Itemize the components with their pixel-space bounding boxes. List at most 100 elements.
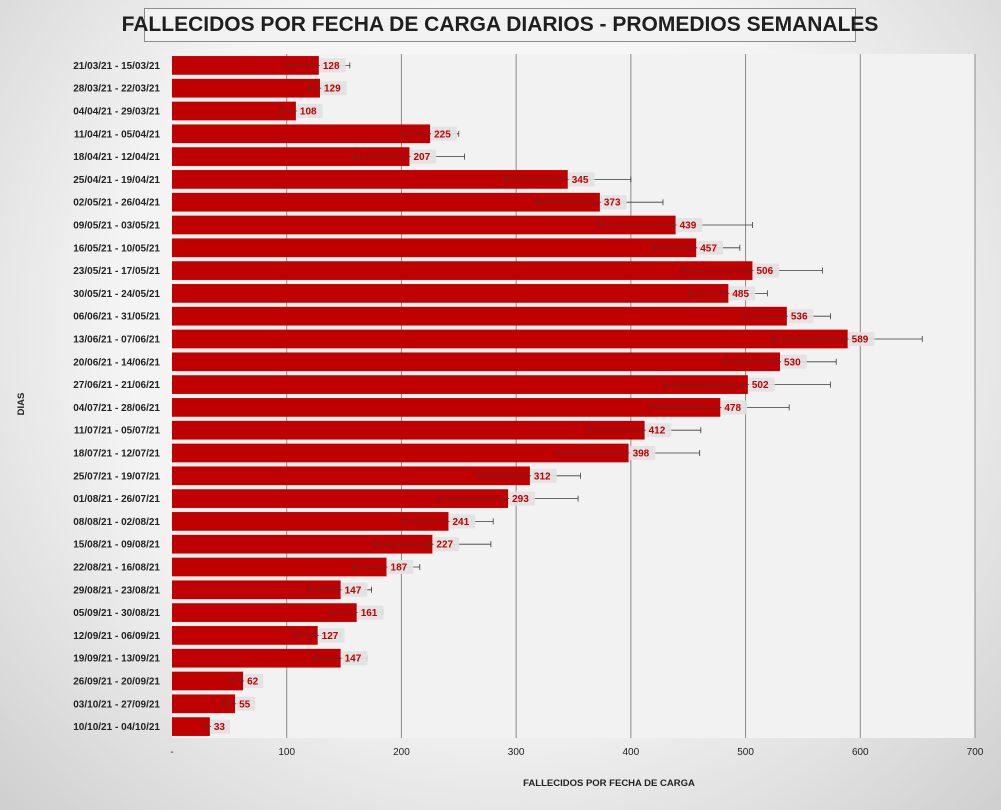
x-tick-label: 500 bbox=[737, 747, 754, 758]
category-label: 20/06/21 - 14/06/21 bbox=[73, 357, 160, 368]
data-label: 536 bbox=[791, 312, 808, 323]
data-label-bg bbox=[318, 628, 345, 643]
data-label-bg bbox=[431, 126, 457, 141]
category-label: 11/07/21 - 05/07/21 bbox=[74, 426, 161, 437]
data-label-bg bbox=[729, 286, 756, 301]
data-label-bg bbox=[410, 149, 437, 164]
category-label: 29/08/21 - 23/08/21 bbox=[73, 585, 160, 596]
bars bbox=[172, 56, 848, 736]
bar bbox=[172, 671, 244, 691]
data-label: 227 bbox=[436, 540, 453, 551]
plot-area bbox=[172, 54, 975, 738]
bar bbox=[172, 512, 449, 531]
data-label: 412 bbox=[649, 426, 666, 437]
data-label-bg bbox=[568, 172, 595, 187]
x-tick-label: 700 bbox=[967, 747, 984, 758]
data-label-bg bbox=[244, 674, 264, 688]
bar bbox=[172, 420, 645, 440]
data-label-bg bbox=[600, 195, 627, 210]
data-label: 241 bbox=[452, 517, 469, 528]
data-label: 502 bbox=[752, 380, 769, 391]
bar bbox=[172, 398, 721, 417]
category-label: 23/05/21 - 17/05/21 bbox=[73, 266, 160, 277]
category-label: 18/04/21 - 12/04/21 bbox=[73, 152, 160, 163]
data-label-bg bbox=[236, 696, 256, 711]
data-label-bg bbox=[787, 309, 814, 324]
bar bbox=[172, 489, 509, 508]
data-label-bg bbox=[848, 332, 875, 346]
data-label: 312 bbox=[534, 471, 551, 482]
chart-title: FALLECIDOS POR FECHA DE CARGA DIARIOS - … bbox=[121, 13, 879, 36]
bar bbox=[172, 124, 431, 144]
data-label-bg bbox=[320, 81, 347, 96]
data-label-bg bbox=[387, 560, 414, 574]
data-label-bg bbox=[296, 104, 323, 118]
gridlines bbox=[286, 54, 976, 738]
bar bbox=[172, 443, 629, 463]
bar bbox=[172, 375, 748, 394]
data-label: 457 bbox=[700, 243, 717, 254]
bar bbox=[172, 238, 697, 258]
data-label: 55 bbox=[239, 699, 251, 710]
chart-title-box: FALLECIDOS POR FECHA DE CARGA DIARIOS - … bbox=[122, 8, 878, 42]
y-axis-title: DIAS bbox=[16, 393, 27, 416]
data-label: 108 bbox=[300, 107, 317, 118]
data-label-bg bbox=[210, 719, 231, 734]
category-label: 25/04/21 - 19/04/21 bbox=[73, 175, 160, 186]
data-label-bg bbox=[645, 423, 672, 438]
bar bbox=[172, 215, 676, 235]
category-label: 10/10/21 - 04/10/21 bbox=[73, 722, 160, 733]
bar bbox=[172, 580, 341, 600]
bar bbox=[172, 534, 433, 554]
data-label-bg bbox=[780, 354, 807, 369]
data-label: 225 bbox=[434, 129, 451, 140]
data-label-bg bbox=[509, 491, 535, 506]
x-tick-label: 400 bbox=[623, 747, 640, 758]
data-label: 207 bbox=[413, 152, 430, 163]
data-label: 33 bbox=[214, 722, 226, 733]
x-tick-label: 100 bbox=[278, 747, 295, 758]
data-label: 589 bbox=[852, 335, 869, 346]
category-label: 30/05/21 - 24/05/21 bbox=[73, 289, 160, 300]
data-label-bg bbox=[341, 651, 368, 666]
data-label: 478 bbox=[724, 403, 741, 414]
category-label: 22/08/21 - 16/08/21 bbox=[73, 563, 160, 574]
data-label: 439 bbox=[680, 221, 697, 232]
category-label: 01/08/21 - 26/07/21 bbox=[73, 494, 160, 505]
data-label: 345 bbox=[572, 175, 589, 186]
data-label-bg bbox=[629, 446, 656, 460]
data-label: 506 bbox=[756, 266, 773, 277]
data-label: 147 bbox=[345, 585, 362, 596]
data-label: 128 bbox=[323, 61, 340, 72]
bar bbox=[172, 694, 236, 714]
category-label: 12/09/21 - 06/09/21 bbox=[73, 631, 160, 642]
x-tick-labels: - 100 200 300 400 500 600 700 bbox=[170, 747, 983, 758]
bar bbox=[172, 717, 210, 736]
bar bbox=[172, 56, 319, 75]
category-label: 04/04/21 - 29/03/21 bbox=[73, 107, 160, 118]
bar bbox=[172, 170, 568, 189]
data-label: 398 bbox=[633, 449, 650, 460]
data-label: 293 bbox=[512, 494, 529, 505]
data-label-bg bbox=[319, 58, 346, 73]
category-label: 15/08/21 - 09/08/21 bbox=[73, 540, 160, 551]
data-label: 530 bbox=[784, 357, 801, 368]
bar bbox=[172, 329, 848, 349]
data-label-bg bbox=[357, 605, 384, 620]
bar bbox=[172, 626, 318, 645]
data-label: 373 bbox=[604, 198, 621, 209]
category-label: 13/06/21 - 07/06/21 bbox=[73, 335, 160, 346]
bar bbox=[172, 101, 296, 121]
data-label-bg bbox=[433, 537, 460, 552]
category-label: 19/09/21 - 13/09/21 bbox=[73, 654, 160, 665]
data-label: 129 bbox=[324, 84, 341, 95]
category-labels: 21/03/21 - 15/03/21 28/03/21 - 22/03/21 04… bbox=[73, 61, 160, 733]
data-label-bg bbox=[721, 400, 748, 415]
bar bbox=[172, 352, 780, 372]
data-label-bg bbox=[449, 514, 476, 529]
bar bbox=[172, 306, 787, 326]
category-label: 25/07/21 - 19/07/21 bbox=[73, 471, 160, 482]
error-bars bbox=[203, 62, 923, 730]
